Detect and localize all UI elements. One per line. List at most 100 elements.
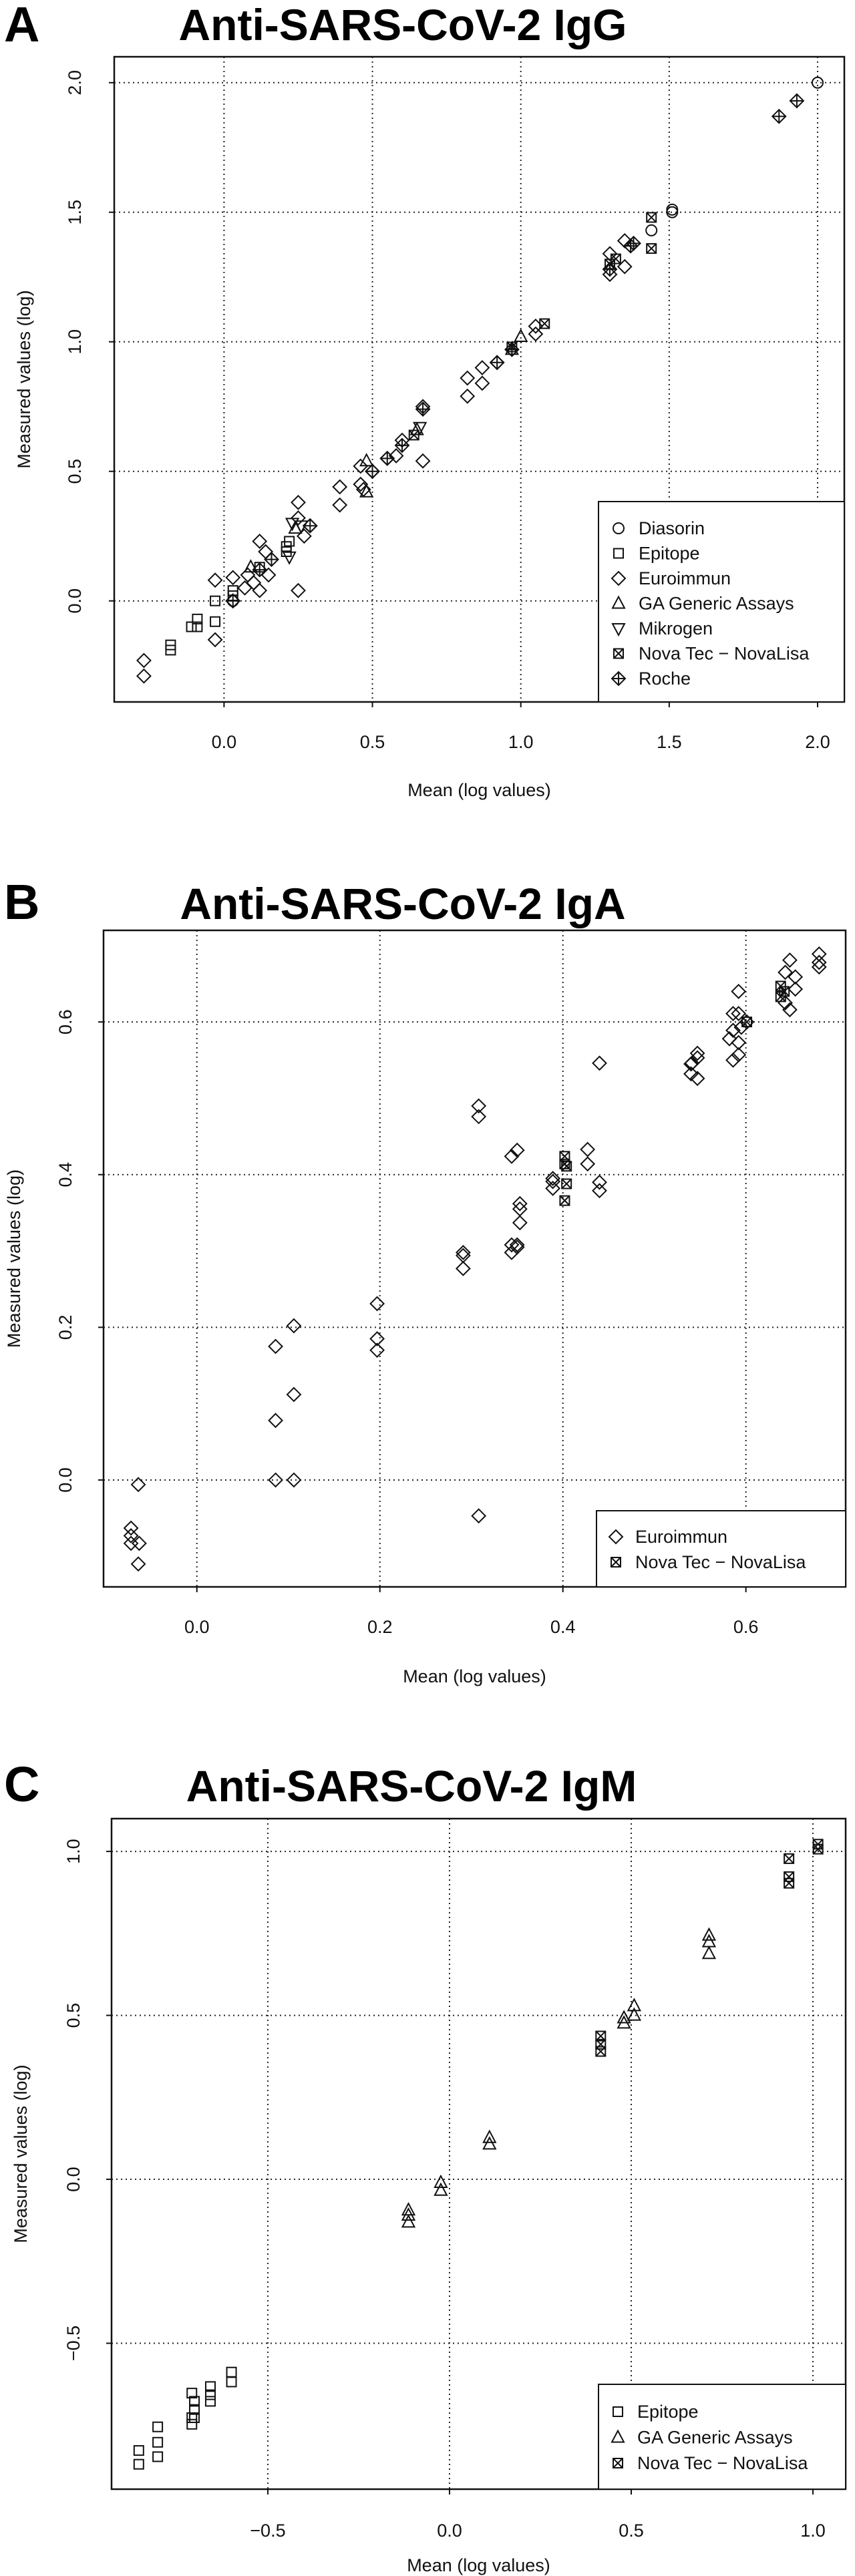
data-point	[666, 206, 679, 218]
legend-entry: Epitope	[637, 2402, 699, 2422]
data-point	[666, 203, 679, 216]
x-tick-label: 2.0	[805, 732, 830, 752]
data-point	[401, 2207, 416, 2221]
legend-marker-icon	[613, 2458, 623, 2468]
legend-entry: Epitope	[639, 544, 700, 564]
legend-box	[596, 1510, 846, 1588]
y-tick-label: 0.0	[55, 1467, 75, 1493]
x-tick-label: 0.0	[184, 1617, 210, 1637]
data-point	[460, 388, 476, 404]
legend-box	[598, 2384, 846, 2490]
data-point	[701, 1927, 717, 1941]
chart-title: Anti-SARS-CoV-2 IgM	[186, 1761, 637, 1811]
data-point	[782, 1002, 798, 1018]
data-point	[415, 453, 431, 469]
series-epitope	[133, 2366, 237, 2470]
data-point	[434, 2182, 448, 2196]
legend-entry: Euroimmun	[639, 568, 731, 588]
data-point	[264, 552, 279, 568]
data-point	[512, 1195, 528, 1212]
y-tick-label: 1.0	[65, 329, 85, 355]
data-point	[152, 2451, 164, 2462]
data-point	[741, 1017, 753, 1028]
data-point	[504, 1237, 520, 1253]
x-axis-label: Mean (log values)	[403, 1666, 546, 1686]
data-point	[455, 1244, 471, 1260]
data-point	[252, 534, 268, 549]
data-point	[683, 1066, 699, 1082]
x-tick-label: 0.6	[733, 1617, 759, 1637]
data-point	[617, 2015, 631, 2029]
data-point	[784, 1853, 795, 1864]
data-point	[285, 518, 300, 532]
data-point	[369, 1296, 385, 1312]
legend-marker-icon	[611, 595, 626, 609]
data-point	[812, 1843, 824, 1855]
legend-entry: Nova Tec − NovaLisa	[635, 1552, 806, 1572]
data-point	[788, 969, 804, 985]
data-point	[474, 375, 490, 391]
data-point	[186, 2388, 198, 2399]
data-point	[811, 954, 827, 970]
series-nova-tec-novalisa	[408, 212, 657, 441]
data-point	[482, 2136, 497, 2150]
data-point	[412, 421, 428, 435]
data-point	[592, 1055, 607, 1071]
data-point	[789, 93, 805, 109]
data-point	[408, 429, 419, 441]
legend-box	[598, 501, 845, 703]
legend-marker-icon	[613, 2406, 623, 2417]
legend-marker-icon	[613, 522, 625, 534]
data-point	[617, 2010, 631, 2024]
legend-marker-icon	[611, 1557, 621, 1568]
data-point	[268, 1338, 283, 1354]
data-point	[580, 1156, 596, 1172]
legend-entry: Nova Tec − NovaLisa	[639, 644, 810, 664]
data-point	[189, 2404, 200, 2415]
x-tick-label: 0.5	[360, 732, 385, 752]
series-ga-generic-assays	[401, 1927, 717, 2228]
data-point	[812, 76, 824, 89]
data-point	[369, 1342, 385, 1358]
data-point	[811, 959, 827, 975]
data-point	[775, 991, 786, 1002]
x-tick-label: 0.5	[619, 2521, 644, 2541]
data-point	[123, 1520, 139, 1536]
data-point	[545, 1171, 561, 1186]
series-euroimmun	[123, 946, 827, 1572]
y-tick-label: 0.6	[55, 1009, 75, 1035]
data-point	[207, 572, 223, 588]
data-point	[504, 341, 520, 357]
data-point	[359, 484, 374, 498]
data-point	[725, 1052, 741, 1068]
y-tick-label: 0.4	[55, 1162, 75, 1187]
x-tick-label: −0.5	[250, 2521, 285, 2541]
data-point	[204, 2381, 216, 2392]
data-point	[415, 401, 431, 417]
data-point	[509, 1239, 525, 1255]
legend-marker-icon	[611, 2429, 625, 2443]
data-point	[512, 1215, 528, 1231]
data-point	[165, 645, 176, 656]
data-point	[186, 621, 197, 632]
data-point	[286, 1387, 302, 1403]
data-point	[775, 980, 786, 992]
data-point	[133, 2458, 144, 2470]
data-point	[434, 2174, 448, 2188]
legend-entry: Nova Tec − NovaLisa	[637, 2453, 808, 2473]
data-point	[252, 562, 268, 578]
data-point	[539, 318, 550, 329]
data-point	[455, 1260, 471, 1276]
y-tick-label: 1.5	[65, 200, 85, 225]
data-point	[359, 453, 374, 467]
panel-letter: B	[4, 874, 39, 930]
data-point	[489, 355, 505, 371]
data-point	[210, 616, 221, 627]
y-tick-label: 0.5	[65, 459, 85, 484]
data-point	[246, 575, 262, 590]
data-point	[788, 981, 804, 997]
data-point	[291, 510, 306, 526]
data-point	[207, 632, 223, 648]
data-point	[701, 1946, 717, 1960]
x-axis-label: Mean (log values)	[407, 2555, 550, 2575]
